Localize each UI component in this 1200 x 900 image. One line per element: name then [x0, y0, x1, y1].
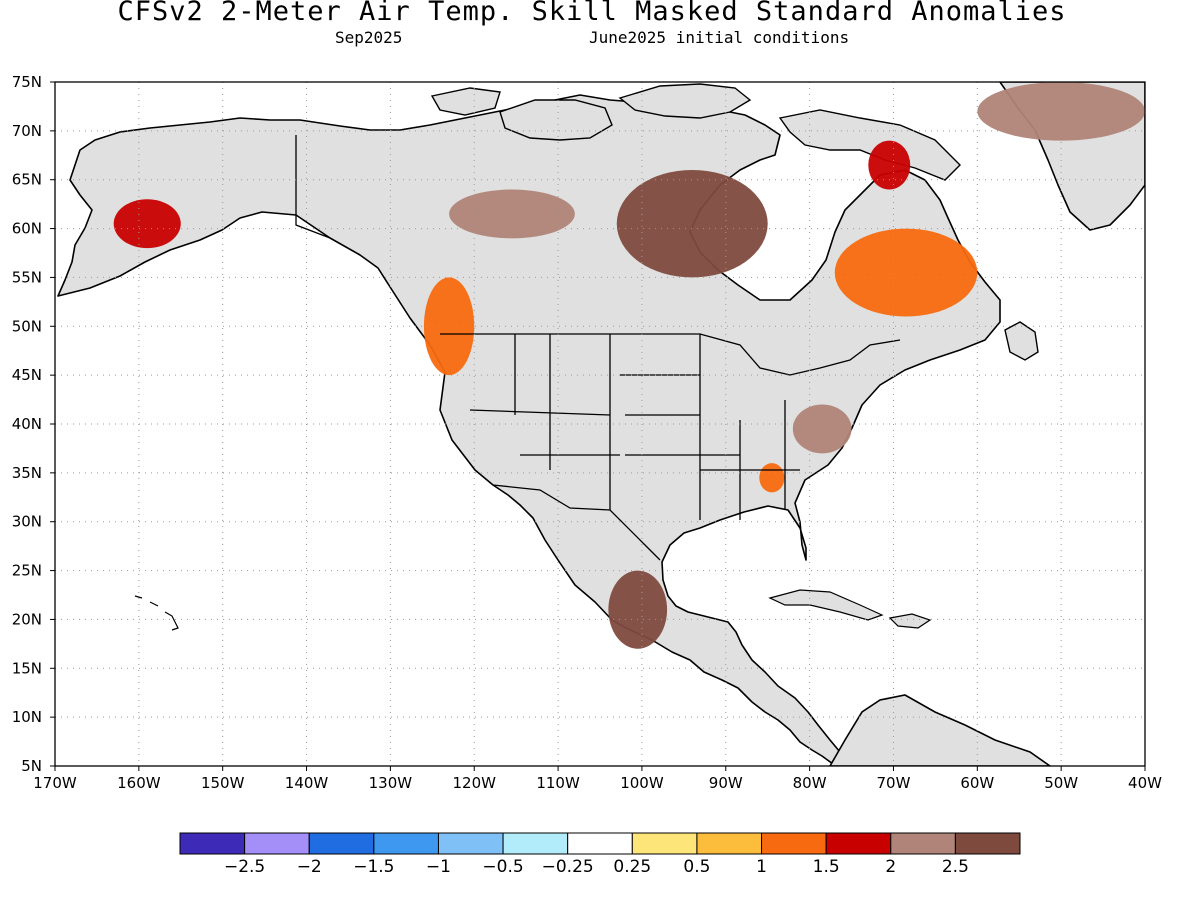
colorbar-swatch	[437, 832, 504, 855]
lon-tick-label: 80W	[793, 774, 827, 792]
colorbar-label: 1	[756, 857, 767, 877]
anomaly-region-alaska-west	[113, 199, 181, 249]
colorbar-swatch	[567, 832, 633, 855]
lon-tick-label: 70W	[877, 774, 911, 792]
lat-tick-label: 40N	[12, 415, 42, 433]
colorbar-label: 0.25	[613, 857, 651, 877]
lon-tick-label: 50W	[1044, 774, 1078, 792]
colorbar-swatch	[954, 832, 1021, 855]
hawaii-islands	[134, 595, 179, 631]
colorbar-label: 2	[885, 857, 896, 877]
ellesmere-island	[618, 83, 752, 119]
colorbar-swatch	[373, 832, 439, 855]
lon-tick-label: 150W	[201, 774, 245, 792]
lat-tick-label: 20N	[12, 610, 42, 628]
lon-tick-label: 170W	[33, 774, 77, 792]
victoria-island	[499, 99, 613, 141]
anomaly-region-quebec	[834, 228, 978, 317]
colorbar-swatch	[308, 832, 375, 855]
colorbar-swatch	[502, 832, 569, 855]
colorbar-swatch	[825, 832, 892, 855]
graticule	[55, 82, 1145, 766]
alaska-canada-border	[295, 135, 331, 239]
baffin-island	[778, 109, 961, 181]
lat-tick-label: 35N	[12, 464, 42, 482]
lat-tick-label: 75N	[12, 73, 42, 91]
lon-tick-label: 140W	[285, 774, 329, 792]
colorbar-label: 0.5	[683, 857, 710, 877]
lat-tick-label: 65N	[12, 171, 42, 189]
lat-tick-label: 70N	[12, 122, 42, 140]
lat-tick-label: 60N	[12, 220, 42, 238]
lon-tick-label: 120W	[452, 774, 496, 792]
hispaniola	[888, 613, 932, 629]
colorbar-label: −0.25	[542, 857, 594, 877]
lat-tick-label: 10N	[12, 708, 42, 726]
colorbar-label: 2.5	[942, 857, 969, 877]
map-title: CFSv2 2-Meter Air Temp. Skill Masked Sta…	[117, 0, 1067, 27]
axis-labels: 5N 10N 15N 20N 25N 30N 35N 40N 45N 50N 55N 60N 65N 70…	[12, 73, 1162, 792]
colorbar-swatch	[890, 832, 956, 855]
us-mexico-border	[492, 484, 661, 561]
anomaly-region-hudson-north	[616, 169, 768, 278]
lat-tick-label: 50N	[12, 317, 42, 335]
initial-conditions: June2025 initial conditions	[589, 28, 850, 47]
banks-island	[430, 87, 501, 116]
colorbar: −2.5 −2 −1.5 −1 −0.5 −0.25 0.25 0.5 1 1.5 2 2.5	[179, 832, 1021, 877]
lat-tick-label: 5N	[21, 757, 42, 775]
colorbar-swatch	[179, 832, 246, 855]
anomaly-region-southeast	[759, 463, 785, 493]
lat-tick-label: 30N	[12, 513, 42, 531]
anomaly-region-mexico-south	[608, 570, 668, 649]
lon-tick-label: 60W	[960, 774, 994, 792]
us-state-lines	[469, 334, 800, 520]
forecast-month: Sep2025	[335, 28, 403, 47]
cuba	[768, 589, 884, 621]
lon-tick-label: 40W	[1128, 774, 1162, 792]
lon-tick-label: 100W	[620, 774, 664, 792]
newfoundland	[1004, 321, 1039, 361]
lat-tick-label: 45N	[12, 366, 42, 384]
colorbar-label: −2	[297, 857, 322, 877]
colorbar-label: 1.5	[813, 857, 840, 877]
anomaly-region-yukon	[449, 189, 575, 239]
us-canada-border	[440, 333, 901, 376]
colorbar-label: −2.5	[224, 857, 265, 877]
lon-tick-label: 110W	[536, 774, 580, 792]
lon-tick-label: 90W	[709, 774, 743, 792]
south-america-land	[829, 694, 1052, 766]
anomaly-shading	[113, 82, 1145, 649]
colorbar-label: −0.5	[482, 857, 523, 877]
colorbar-label: −1.5	[353, 857, 394, 877]
lat-tick-label: 25N	[12, 562, 42, 580]
lon-tick-label: 130W	[369, 774, 413, 792]
anomaly-region-greenland-north	[977, 82, 1145, 141]
colorbar-label: −1	[426, 857, 451, 877]
lat-tick-label: 55N	[12, 268, 42, 286]
anomaly-region-pacific-northwest	[423, 277, 475, 376]
anomaly-region-mid-atlantic	[792, 404, 852, 454]
colorbar-swatch	[244, 832, 310, 855]
colorbar-swatch	[761, 832, 827, 855]
colorbar-swatch	[696, 832, 763, 855]
colorbar-swatch	[631, 832, 698, 855]
political-boundaries	[295, 135, 901, 561]
lat-tick-label: 15N	[12, 659, 42, 677]
lon-tick-label: 160W	[117, 774, 161, 792]
anomaly-region-baffin	[868, 140, 911, 190]
